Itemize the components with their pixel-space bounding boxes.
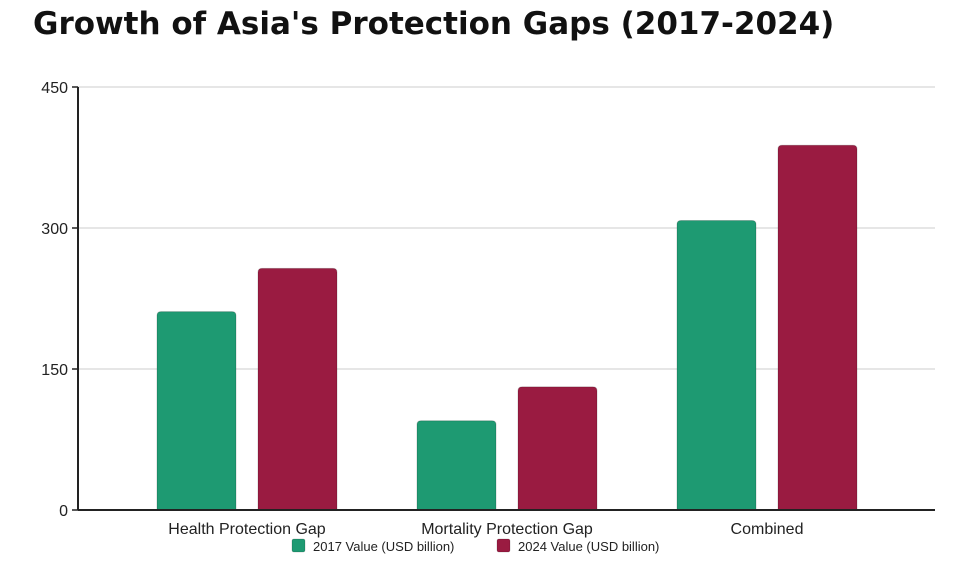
legend-label: 2024 Value (USD billion) — [518, 539, 659, 554]
legend-swatch-2017 — [291, 538, 306, 553]
category-label: Combined — [731, 521, 804, 538]
y-tick-label: 150 — [41, 362, 68, 379]
category-labels: Health Protection Gap Mortality Protectio… — [168, 521, 803, 538]
category-label: Mortality Protection Gap — [421, 521, 593, 538]
y-tick-label: 300 — [41, 221, 68, 238]
axes — [77, 87, 935, 511]
y-tick-label: 450 — [41, 80, 68, 97]
chart-title: Growth of Asia's Protection Gaps (2017-2… — [33, 6, 835, 42]
y-axis-ticks: 0 150 300 450 — [41, 80, 78, 520]
bar-2017-0 — [156, 311, 237, 511]
bar-2024-2 — [777, 144, 858, 511]
legend-swatch-2024 — [496, 538, 511, 553]
legend-label: 2017 Value (USD billion) — [313, 539, 454, 554]
bar-2024-0 — [257, 267, 338, 511]
bar-2017-2 — [676, 219, 757, 511]
bar-2017-1 — [416, 420, 497, 511]
y-tick-label: 0 — [59, 503, 68, 520]
category-label: Health Protection Gap — [168, 521, 326, 538]
legend: 2017 Value (USD billion) 2024 Value (USD … — [291, 538, 659, 554]
bars — [156, 144, 858, 511]
bar-2024-1 — [517, 386, 598, 511]
